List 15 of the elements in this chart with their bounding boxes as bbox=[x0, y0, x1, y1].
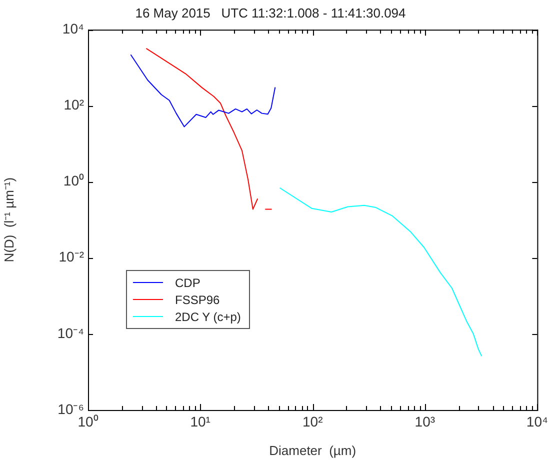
legend-label: FSSP96 bbox=[175, 292, 220, 306]
x-tick-label: 10¹ bbox=[190, 413, 211, 430]
y-tick-label: 10² bbox=[64, 96, 84, 113]
chart-title: 16 May 2015 UTC 11:32:1.008 - 11:41:30.094 bbox=[135, 5, 406, 20]
y-axis-title: N(D) (l⁻¹ µm⁻¹) bbox=[1, 177, 16, 262]
y-tick-label: 10⁻² bbox=[58, 248, 84, 265]
x-tick-label: 10⁴ bbox=[526, 413, 548, 430]
x-axis-title: Diameter (µm) bbox=[269, 442, 356, 458]
y-tick-label: 10⁰ bbox=[63, 172, 84, 189]
legend-label: 2DC Y (c+p) bbox=[175, 310, 241, 324]
legend-label: CDP bbox=[175, 276, 200, 290]
y-tick-label: 10⁻⁴ bbox=[57, 324, 84, 341]
x-tick-label: 10² bbox=[302, 413, 324, 430]
y-tick-label: 10⁴ bbox=[62, 20, 84, 36]
x-tick-label: 10³ bbox=[414, 413, 436, 430]
